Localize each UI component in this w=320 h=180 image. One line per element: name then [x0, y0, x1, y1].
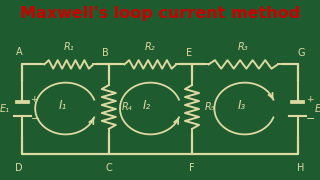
Text: E: E	[186, 48, 192, 58]
Text: +: +	[30, 95, 38, 104]
Text: I₂: I₂	[143, 99, 151, 112]
Text: E₁: E₁	[0, 104, 10, 114]
Text: G: G	[297, 48, 305, 58]
Text: F: F	[189, 163, 195, 173]
Text: −: −	[30, 114, 40, 124]
Text: R₃: R₃	[238, 42, 249, 52]
Text: I₁: I₁	[58, 99, 67, 112]
Text: B: B	[102, 48, 109, 58]
Text: Maxwell's loop current method: Maxwell's loop current method	[20, 6, 300, 21]
Text: H: H	[297, 163, 305, 173]
Text: R₁: R₁	[63, 42, 74, 52]
Text: A: A	[16, 47, 22, 57]
Text: +: +	[306, 95, 313, 104]
Text: D: D	[15, 163, 23, 173]
Text: E₂: E₂	[315, 104, 320, 114]
Text: R₄: R₄	[122, 102, 132, 112]
Text: I₃: I₃	[237, 99, 246, 112]
Text: R₅: R₅	[205, 102, 215, 112]
Text: −: −	[306, 114, 315, 124]
Text: R₂: R₂	[145, 42, 156, 52]
Text: C: C	[105, 163, 112, 173]
